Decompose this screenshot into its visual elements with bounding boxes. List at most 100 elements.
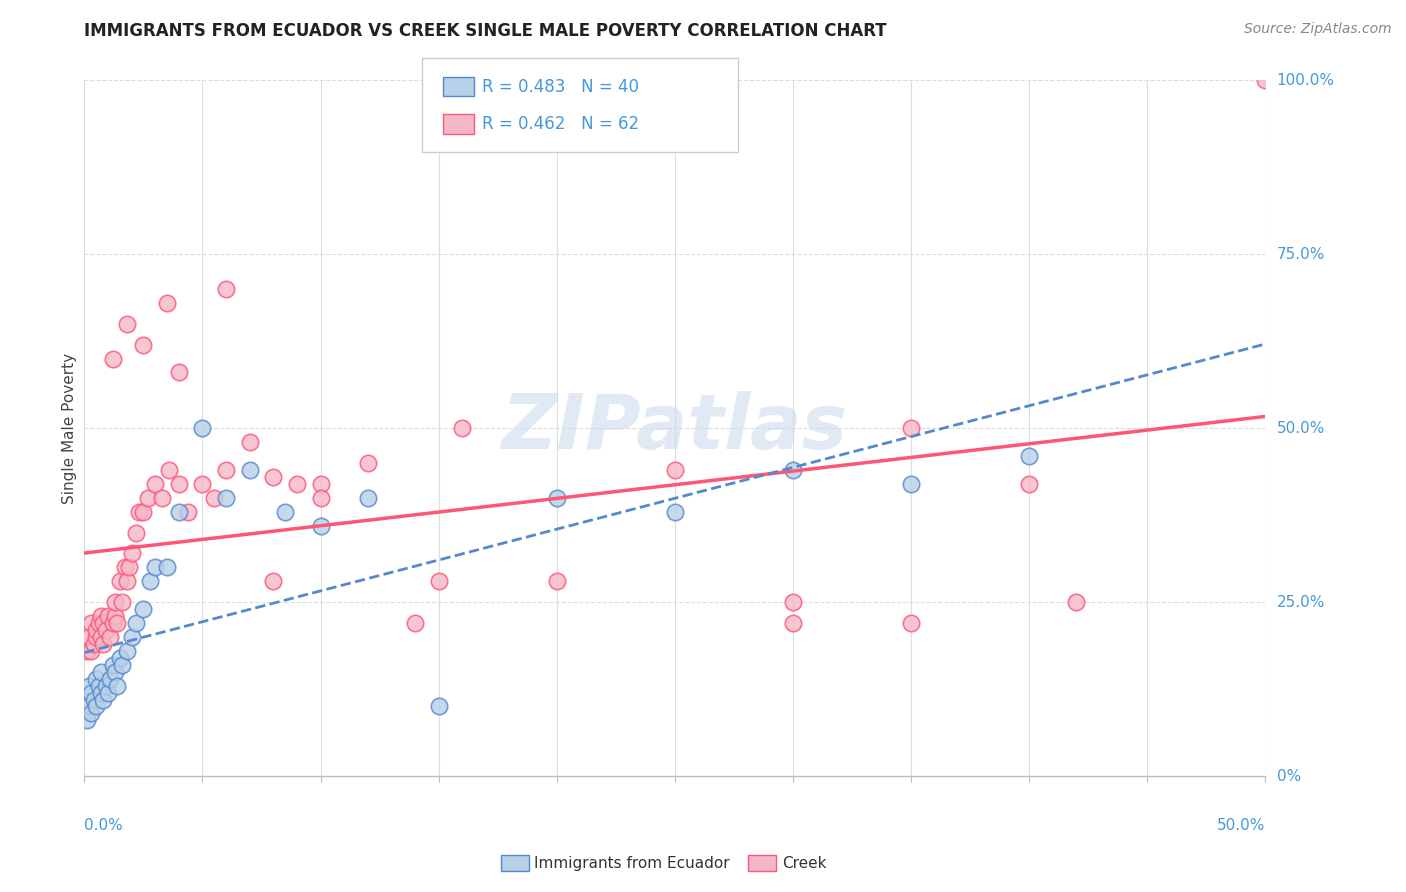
Point	[202, 491, 225, 505]
Point	[114, 560, 136, 574]
Text: IMMIGRANTS FROM ECUADOR VS CREEK SINGLE MALE POVERTY CORRELATION CHART: IMMIGRANTS FROM ECUADOR VS CREEK SINGLE …	[84, 22, 887, 40]
Point	[90, 609, 112, 624]
Point	[115, 644, 138, 658]
Point	[115, 317, 138, 331]
Point	[83, 637, 105, 651]
Point	[274, 505, 297, 519]
Text: Immigrants from Ecuador: Immigrants from Ecuador	[534, 856, 730, 871]
Point	[1254, 73, 1277, 87]
Text: Source: ZipAtlas.com: Source: ZipAtlas.com	[1244, 22, 1392, 37]
Point	[215, 463, 238, 477]
Point	[167, 366, 190, 380]
Point	[900, 615, 922, 630]
Point	[782, 615, 804, 630]
Point	[215, 282, 238, 296]
Text: ZIPatlas: ZIPatlas	[502, 392, 848, 465]
Point	[143, 476, 166, 491]
Y-axis label: Single Male Poverty: Single Male Poverty	[62, 352, 77, 504]
Point	[97, 609, 120, 624]
Text: R = 0.462   N = 62: R = 0.462 N = 62	[482, 115, 640, 133]
Point	[215, 491, 238, 505]
Point	[90, 665, 112, 679]
Point	[167, 476, 190, 491]
Point	[94, 679, 117, 693]
Point	[98, 672, 121, 686]
Point	[285, 476, 308, 491]
Point	[157, 463, 180, 477]
Point	[101, 657, 124, 672]
Point	[125, 615, 148, 630]
Point	[156, 560, 179, 574]
Point	[121, 546, 143, 560]
Point	[111, 595, 134, 609]
Point	[167, 505, 190, 519]
Text: Creek: Creek	[782, 856, 827, 871]
Point	[107, 615, 129, 630]
Point	[451, 421, 474, 435]
Point	[125, 525, 148, 540]
Point	[309, 491, 332, 505]
Text: R = 0.483   N = 40: R = 0.483 N = 40	[482, 78, 640, 95]
Point	[1018, 449, 1040, 463]
Point	[139, 574, 162, 589]
Point	[262, 574, 284, 589]
Point	[191, 421, 214, 435]
Point	[427, 699, 450, 714]
Point	[121, 630, 143, 644]
Point	[84, 699, 107, 714]
Point	[104, 595, 127, 609]
Point	[357, 491, 380, 505]
Point	[91, 615, 114, 630]
Point	[87, 679, 110, 693]
Point	[900, 421, 922, 435]
Point	[262, 470, 284, 484]
Point	[98, 630, 121, 644]
Point	[94, 623, 117, 637]
Point	[87, 615, 110, 630]
Text: 0.0%: 0.0%	[84, 818, 124, 833]
Point	[128, 505, 150, 519]
Point	[107, 679, 129, 693]
Point	[84, 623, 107, 637]
Point	[1066, 595, 1088, 609]
Point	[156, 296, 179, 310]
Point	[1018, 476, 1040, 491]
Point	[76, 644, 98, 658]
Point	[97, 685, 120, 699]
Point	[664, 463, 686, 477]
Point	[118, 560, 141, 574]
Point	[108, 650, 131, 665]
Point	[77, 699, 100, 714]
Point	[191, 476, 214, 491]
Point	[143, 560, 166, 574]
Point	[84, 630, 107, 644]
Point	[404, 615, 426, 630]
Point	[80, 615, 103, 630]
Point	[239, 435, 262, 450]
Point	[104, 609, 127, 624]
Point	[664, 505, 686, 519]
Point	[115, 574, 138, 589]
Point	[101, 615, 124, 630]
Point	[136, 491, 159, 505]
Point	[91, 692, 114, 706]
Point	[132, 505, 155, 519]
Point	[76, 714, 98, 728]
Point	[77, 630, 100, 644]
Text: 50.0%: 50.0%	[1277, 421, 1324, 435]
Point	[357, 456, 380, 470]
Point	[83, 692, 105, 706]
Point	[546, 491, 568, 505]
Text: 25.0%: 25.0%	[1277, 595, 1324, 609]
Point	[427, 574, 450, 589]
Point	[782, 595, 804, 609]
Point	[84, 672, 107, 686]
Point	[309, 518, 332, 533]
Point	[132, 602, 155, 616]
Point	[104, 665, 127, 679]
Point	[309, 476, 332, 491]
Point	[111, 657, 134, 672]
Point	[546, 574, 568, 589]
Point	[108, 574, 131, 589]
Text: 75.0%: 75.0%	[1277, 247, 1324, 261]
